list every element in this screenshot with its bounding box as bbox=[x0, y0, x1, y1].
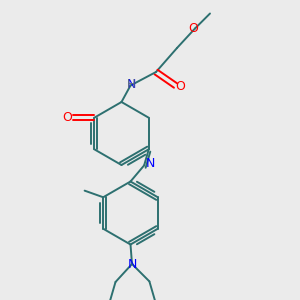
Text: O: O bbox=[176, 80, 185, 94]
Text: N: N bbox=[146, 158, 155, 170]
Text: N: N bbox=[128, 258, 137, 271]
Text: N: N bbox=[127, 77, 136, 91]
Text: O: O bbox=[62, 111, 72, 124]
Text: H: H bbox=[127, 77, 136, 91]
Text: O: O bbox=[189, 22, 198, 35]
